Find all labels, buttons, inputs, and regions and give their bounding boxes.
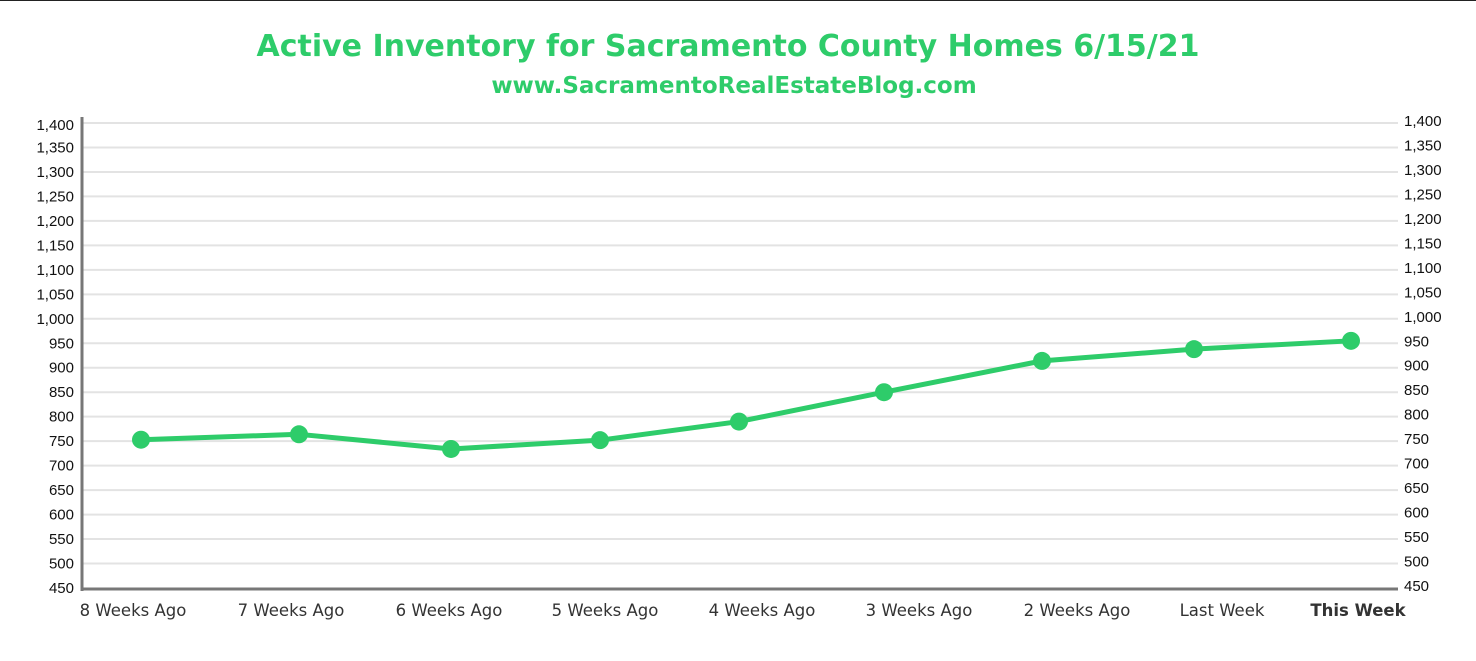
y-tick-label-left: 1,150 xyxy=(36,237,74,254)
x-tick-label: Last Week xyxy=(1180,601,1265,620)
x-tick-label: 6 Weeks Ago xyxy=(396,601,503,620)
y-tick-label-left: 1,050 xyxy=(36,286,74,303)
y-tick-label-right: 1,050 xyxy=(1404,284,1442,301)
data-point-7 xyxy=(1185,340,1203,359)
y-tick-label-left: 1,400 xyxy=(36,117,74,134)
data-point-2 xyxy=(442,439,460,458)
y-tick-label-left: 600 xyxy=(49,507,74,524)
y-tick-label-left: 800 xyxy=(49,409,74,426)
chart-title: Active Inventory for Sacramento County H… xyxy=(256,29,1200,64)
y-tick-label-left: 1,300 xyxy=(36,164,74,181)
series-line xyxy=(140,338,1352,452)
y-tick-label-left: 1,250 xyxy=(36,188,74,205)
y-tick-label-left: 1,350 xyxy=(36,139,74,156)
data-point-3 xyxy=(591,431,609,450)
y-tick-label-right: 750 xyxy=(1404,431,1429,448)
y-tick-label-right: 800 xyxy=(1404,407,1429,424)
data-point-0 xyxy=(132,430,150,449)
y-tick-label-right: 1,250 xyxy=(1404,186,1442,203)
x-tick-label: 5 Weeks Ago xyxy=(552,601,659,620)
data-point-4 xyxy=(730,412,748,431)
y-tick-label-left: 650 xyxy=(49,482,74,499)
y-tick-label-right: 500 xyxy=(1404,554,1429,571)
y-tick-label-right: 1,000 xyxy=(1404,309,1442,326)
y-tick-label-right: 700 xyxy=(1404,456,1429,473)
y-tick-label-right: 1,200 xyxy=(1404,211,1442,228)
y-tick-label-right: 850 xyxy=(1404,382,1429,399)
x-tick-label: 3 Weeks Ago xyxy=(866,601,973,620)
y-tick-label-right: 900 xyxy=(1404,358,1429,375)
y-tick-label-left: 850 xyxy=(49,384,74,401)
x-tick-label: 2 Weeks Ago xyxy=(1024,601,1131,620)
data-point-5 xyxy=(875,383,893,402)
y-tick-label-right: 450 xyxy=(1404,578,1429,595)
x-tick-label: 7 Weeks Ago xyxy=(238,601,345,620)
y-tick-label-left: 500 xyxy=(49,556,74,573)
y-tick-label-right: 1,100 xyxy=(1404,260,1442,277)
y-tick-label-right: 1,350 xyxy=(1404,137,1442,154)
y-tick-label-left: 1,000 xyxy=(36,311,74,328)
data-point-8 xyxy=(1342,331,1360,350)
y-tick-label-right: 1,400 xyxy=(1404,113,1442,130)
y-tick-label-left: 550 xyxy=(49,531,74,548)
y-tick-label-left: 700 xyxy=(49,458,74,475)
y-tick-label-left: 750 xyxy=(49,433,74,450)
y-tick-label-right: 600 xyxy=(1404,505,1429,522)
y-tick-label-right: 950 xyxy=(1404,333,1429,350)
y-tick-label-right: 650 xyxy=(1404,480,1429,497)
x-tick-label: 4 Weeks Ago xyxy=(709,601,816,620)
y-tick-label-left: 1,100 xyxy=(36,262,74,279)
data-point-6 xyxy=(1033,351,1051,370)
y-tick-label-left: 950 xyxy=(49,335,74,352)
y-tick-label-right: 1,300 xyxy=(1404,162,1442,179)
data-point-1 xyxy=(290,425,308,444)
y-tick-label-right: 550 xyxy=(1404,529,1429,546)
y-tick-label-left: 900 xyxy=(49,360,74,377)
x-tick-label: This Week xyxy=(1310,601,1406,620)
x-tick-label: 8 Weeks Ago xyxy=(80,601,187,620)
y-tick-label-right: 1,150 xyxy=(1404,235,1442,252)
y-tick-label-left: 450 xyxy=(49,580,74,597)
chart-subtitle: www.SacramentoRealEstateBlog.com xyxy=(491,73,977,99)
y-tick-label-left: 1,200 xyxy=(36,213,74,230)
